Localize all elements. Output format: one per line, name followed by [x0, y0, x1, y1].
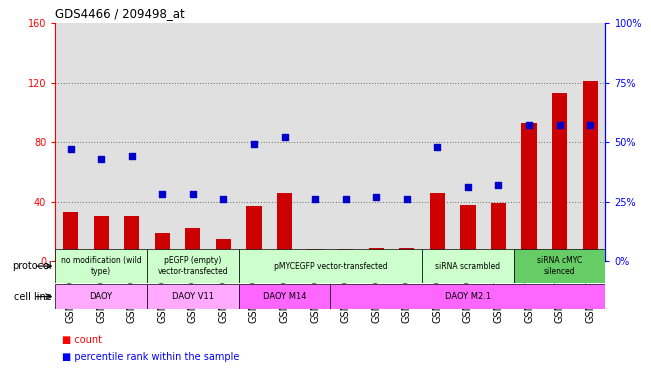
Point	[249, 141, 259, 147]
Bar	[239, 23, 270, 261]
Bar	[147, 249, 239, 283]
Bar	[215, 239, 231, 261]
Point	[524, 122, 534, 129]
Bar	[521, 123, 536, 261]
Bar	[277, 193, 292, 261]
Bar	[399, 248, 415, 261]
Bar	[361, 23, 391, 261]
Bar	[63, 212, 78, 261]
Bar	[94, 217, 109, 261]
Point	[585, 122, 596, 129]
Bar	[368, 248, 384, 261]
Text: DAOY M2.1: DAOY M2.1	[445, 292, 491, 301]
Point	[157, 191, 167, 197]
Bar	[514, 23, 544, 261]
Point	[187, 191, 198, 197]
Bar	[491, 203, 506, 261]
Bar	[186, 228, 201, 261]
Text: cell line: cell line	[14, 291, 52, 302]
Text: DAOY V11: DAOY V11	[172, 292, 214, 301]
Point	[555, 122, 565, 129]
Bar	[422, 249, 514, 283]
Bar	[117, 23, 147, 261]
Point	[310, 196, 320, 202]
Text: siRNA scrambled: siRNA scrambled	[436, 262, 501, 271]
Point	[463, 184, 473, 190]
Point	[126, 153, 137, 159]
Bar	[460, 205, 475, 261]
Bar	[55, 284, 147, 309]
Bar	[452, 23, 483, 261]
Bar	[55, 23, 86, 261]
Bar	[124, 217, 139, 261]
Bar	[330, 23, 361, 261]
Text: pMYCEGFP vector-transfected: pMYCEGFP vector-transfected	[273, 262, 387, 271]
Bar	[246, 206, 262, 261]
Bar	[155, 233, 170, 261]
Point	[432, 144, 443, 150]
Text: DAOY M14: DAOY M14	[263, 292, 306, 301]
Bar	[544, 23, 575, 261]
Bar	[300, 23, 330, 261]
Bar	[178, 23, 208, 261]
Bar	[307, 249, 323, 261]
Text: siRNA cMYC
silenced: siRNA cMYC silenced	[537, 257, 582, 276]
Text: no modification (wild
type): no modification (wild type)	[61, 257, 141, 276]
Point	[371, 194, 381, 200]
Point	[96, 156, 106, 162]
Bar	[86, 23, 117, 261]
Bar	[552, 93, 567, 261]
Point	[493, 182, 504, 188]
Bar	[514, 249, 605, 283]
Bar	[430, 193, 445, 261]
Bar	[391, 23, 422, 261]
Bar	[422, 23, 452, 261]
Bar	[575, 23, 605, 261]
Bar	[55, 249, 147, 283]
Text: GDS4466 / 209498_at: GDS4466 / 209498_at	[55, 7, 185, 20]
Text: pEGFP (empty)
vector-transfected: pEGFP (empty) vector-transfected	[158, 257, 228, 276]
Bar	[270, 23, 300, 261]
Text: ■ percentile rank within the sample: ■ percentile rank within the sample	[62, 352, 239, 362]
Bar	[330, 284, 605, 309]
Bar	[583, 81, 598, 261]
Point	[279, 134, 290, 141]
Text: ■ count: ■ count	[62, 335, 102, 345]
Bar	[338, 249, 353, 261]
Point	[65, 146, 76, 152]
Point	[218, 196, 229, 202]
Point	[402, 196, 412, 202]
Bar	[239, 284, 330, 309]
Bar	[147, 284, 239, 309]
Bar	[239, 249, 422, 283]
Text: protocol: protocol	[12, 261, 52, 271]
Bar	[147, 23, 178, 261]
Text: DAOY: DAOY	[90, 292, 113, 301]
Bar	[483, 23, 514, 261]
Point	[340, 196, 351, 202]
Bar	[208, 23, 239, 261]
